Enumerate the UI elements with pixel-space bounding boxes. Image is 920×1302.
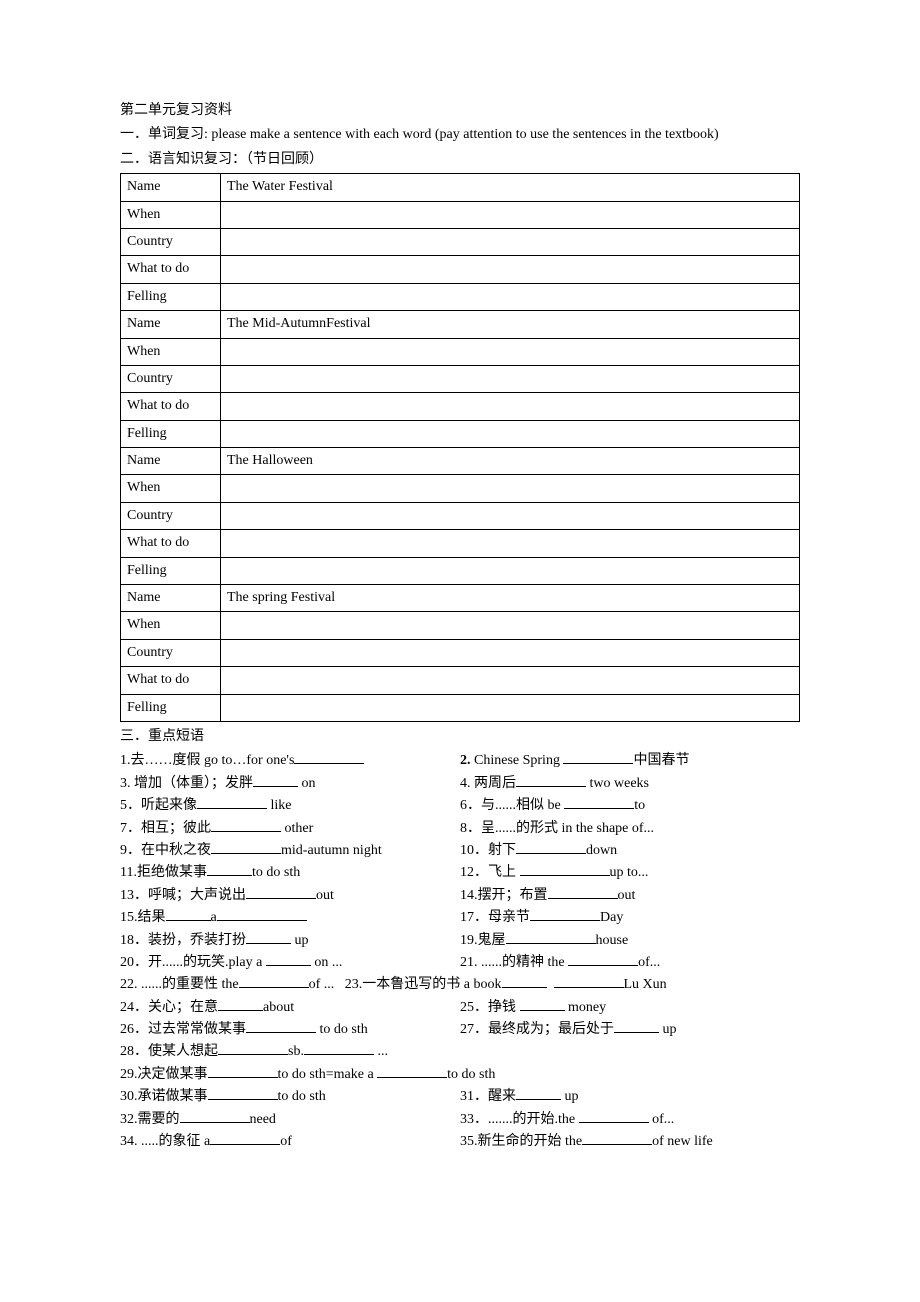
phrase-34: 34. .....的象征 aof [120,1131,460,1153]
table-row: NameThe Water Festival [121,174,800,201]
row-label: Name [121,174,221,201]
row-label: Felling [121,694,221,721]
row-label: Country [121,639,221,666]
row-value [221,475,800,502]
table-row: Country [121,639,800,666]
phrase-13: 13．呼喊；大声说出out [120,885,460,907]
phrase-29: 29.决定做某事to do sth=make a to do sth [120,1064,800,1086]
table-row: What to do [121,667,800,694]
row-value [221,256,800,283]
row-label: Country [121,365,221,392]
row-value [221,612,800,639]
row-label: Felling [121,420,221,447]
phrase-1: 1.去……度假 go to…for one's [120,750,460,772]
table-row: NameThe spring Festival [121,585,800,612]
row-value [221,283,800,310]
row-label: What to do [121,667,221,694]
section3-title: 三．重点短语 [120,726,800,748]
phrase-35: 35.新生命的开始 theof new life [460,1131,800,1153]
table-row: Felling [121,283,800,310]
table-row: When [121,475,800,502]
row-label: When [121,612,221,639]
row-label: What to do [121,530,221,557]
section1-title: 一．单词复习: please make a sentence with each… [120,124,800,146]
table-row: When [121,201,800,228]
phrase-33: 33．.......的开始.the of... [460,1109,800,1131]
phrase-26: 26．过去常常做某事 to do sth [120,1019,460,1041]
table-row: Country [121,365,800,392]
table-row: Felling [121,420,800,447]
table-row: When [121,338,800,365]
row-value [221,201,800,228]
row-value [221,338,800,365]
phrase-24: 24．关心；在意about [120,997,460,1019]
table-row: Felling [121,557,800,584]
row-value [221,393,800,420]
row-label: Country [121,228,221,255]
row-label: Name [121,585,221,612]
row-label: Name [121,448,221,475]
row-label: Name [121,311,221,338]
row-value [221,530,800,557]
phrase-28: 28．使某人想起sb. ... [120,1041,800,1063]
phrase-21: 21. ......的精神 the of... [460,952,800,974]
row-value: The spring Festival [221,585,800,612]
doc-title: 第二单元复习资料 [120,100,800,122]
phrase-12: 12．飞上 up to... [460,862,800,884]
row-value: The Water Festival [221,174,800,201]
phrase-8: 8．呈......的形式 in the shape of... [460,818,800,840]
row-label: When [121,338,221,365]
phrase-20: 20．开......的玩笑.play a on ... [120,952,460,974]
phrase-6: 6．与......相似 be to [460,795,800,817]
table-row: Country [121,228,800,255]
festival-table: NameThe Water FestivalWhenCountryWhat to… [120,173,800,722]
row-value [221,502,800,529]
row-value [221,667,800,694]
table-row: NameThe Mid-AutumnFestival [121,311,800,338]
row-label: When [121,475,221,502]
table-row: What to do [121,393,800,420]
phrase-3: 3. 增加（体重）；发胖 on [120,773,460,795]
row-label: Felling [121,283,221,310]
table-row: Felling [121,694,800,721]
row-label: When [121,201,221,228]
phrase-5: 5．听起来像 like [120,795,460,817]
row-value [221,694,800,721]
phrase-19: 19.鬼屋house [460,930,800,952]
phrase-11: 11.拒绝做某事to do sth [120,862,460,884]
row-value [221,420,800,447]
row-value [221,557,800,584]
row-label: What to do [121,393,221,420]
phrase-10: 10．射下down [460,840,800,862]
row-label: Country [121,502,221,529]
section2-title: 二．语言知识复习：（节日回顾） [120,149,800,171]
row-value: The Mid-AutumnFestival [221,311,800,338]
row-label: What to do [121,256,221,283]
phrase-14: 14.摆开；布置out [460,885,800,907]
phrase-27: 27．最终成为；最后处于 up [460,1019,800,1041]
phrase-22-23: 22. ......的重要性 theof ... 23.一本鲁迅写的书 a bo… [120,974,800,996]
table-row: What to do [121,256,800,283]
table-row: Country [121,502,800,529]
row-value [221,639,800,666]
phrase-7: 7．相互；彼此 other [120,818,460,840]
phrase-4: 4. 两周后 two weeks [460,773,800,795]
phrase-2: 2. Chinese Spring 中国春节 [460,750,800,772]
phrase-18: 18．装扮，乔装打扮 up [120,930,460,952]
table-row: NameThe Halloween [121,448,800,475]
phrase-9: 9．在中秋之夜mid-autumn night [120,840,460,862]
phrases-container: 1.去……度假 go to…for one's 2. Chinese Sprin… [120,750,800,1153]
table-row: What to do [121,530,800,557]
phrase-17: 17．母亲节Day [460,907,800,929]
row-label: Felling [121,557,221,584]
row-value: The Halloween [221,448,800,475]
table-row: When [121,612,800,639]
phrase-31: 31．醒来 up [460,1086,800,1108]
row-value [221,365,800,392]
phrase-15: 15.结果a [120,907,460,929]
phrase-25: 25．挣钱 money [460,997,800,1019]
phrase-30: 30.承诺做某事to do sth [120,1086,460,1108]
phrase-32: 32.需要的need [120,1109,460,1131]
row-value [221,228,800,255]
